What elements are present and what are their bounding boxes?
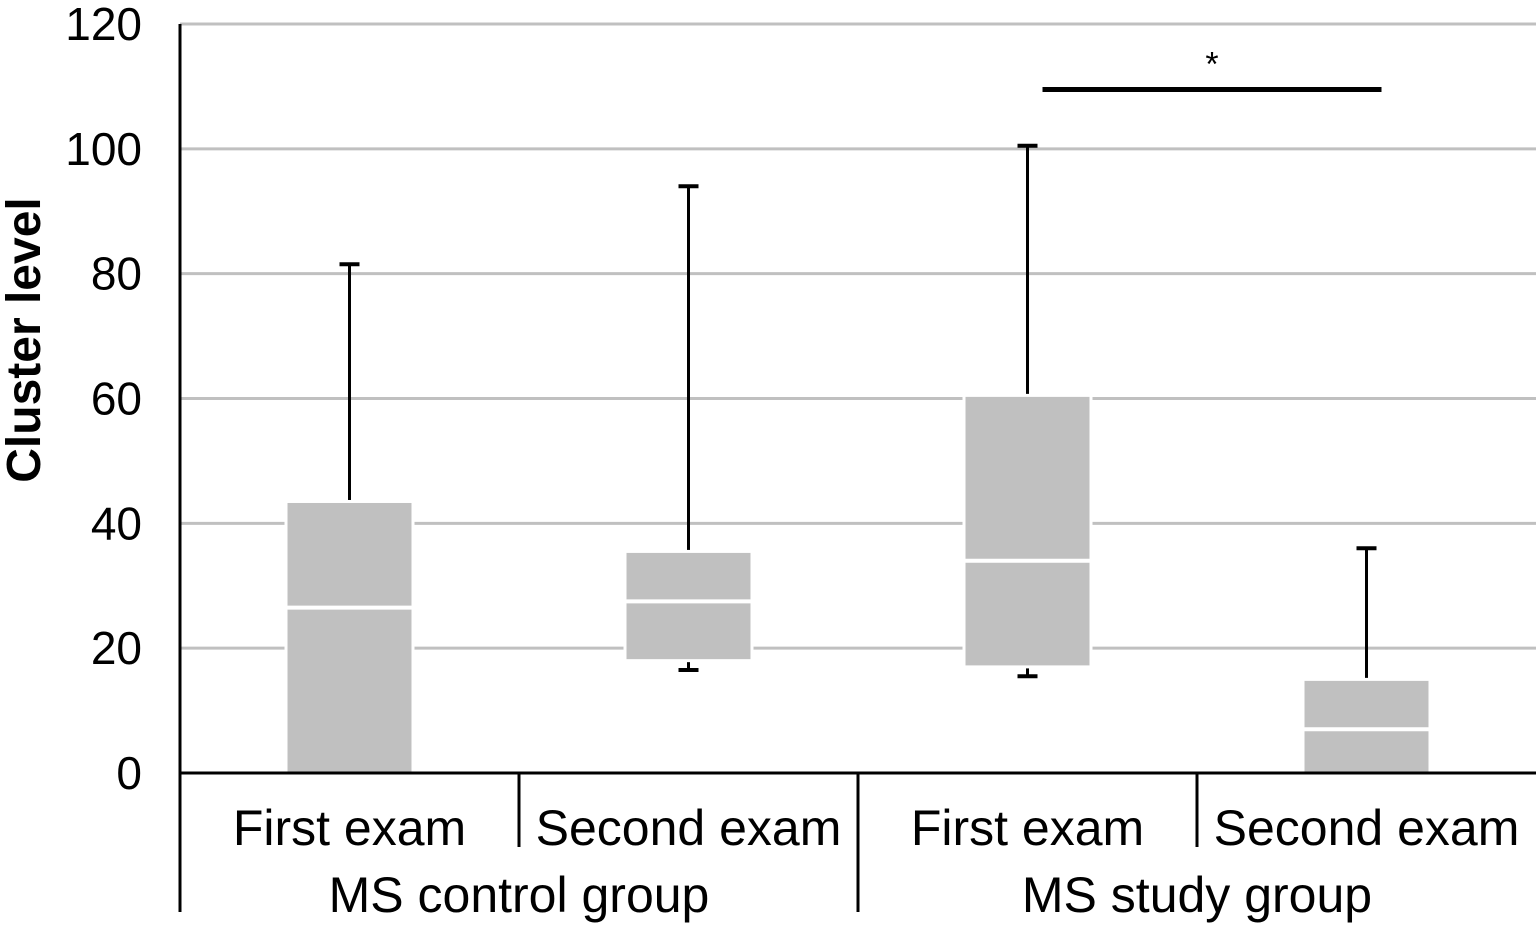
box-upper-half bbox=[625, 551, 752, 602]
significance-asterisk: * bbox=[1205, 46, 1218, 84]
y-axis-title: Cluster level bbox=[0, 197, 51, 482]
group-label: MS control group bbox=[329, 867, 710, 923]
boxes bbox=[284, 143, 1432, 775]
box-3 bbox=[962, 143, 1093, 679]
y-tick-label: 120 bbox=[65, 0, 142, 50]
category-labels: First exam Second exam First exam Second ex… bbox=[233, 800, 1520, 856]
y-tick-label: 80 bbox=[91, 248, 142, 300]
y-tick-label: 20 bbox=[91, 622, 142, 674]
y-tick-label: 60 bbox=[91, 373, 142, 425]
y-tick-label: 40 bbox=[91, 497, 142, 549]
box-lower-half bbox=[1303, 729, 1430, 773]
y-tick-label: 100 bbox=[65, 123, 142, 175]
box-1 bbox=[284, 262, 415, 775]
category-label: First exam bbox=[233, 800, 466, 856]
box-upper-half bbox=[964, 395, 1091, 561]
box-lower-half bbox=[286, 607, 413, 773]
box-4 bbox=[1301, 546, 1432, 775]
group-labels: MS control group MS study group bbox=[329, 867, 1372, 923]
y-tick-labels: 0 20 40 60 80 100 120 bbox=[65, 0, 142, 799]
box-2 bbox=[623, 184, 754, 673]
category-label: Second exam bbox=[1214, 800, 1520, 856]
box-outline bbox=[962, 393, 1093, 669]
group-label: MS study group bbox=[1022, 867, 1372, 923]
box-lower-half bbox=[625, 601, 752, 661]
axes bbox=[178, 24, 1536, 912]
box-outline bbox=[623, 549, 754, 663]
box-upper-half bbox=[1303, 679, 1430, 730]
box-upper-half bbox=[286, 501, 413, 608]
box-lower-half bbox=[964, 560, 1091, 667]
category-label: Second exam bbox=[536, 800, 842, 856]
significance-marker: * bbox=[1042, 46, 1382, 93]
category-label: First exam bbox=[911, 800, 1144, 856]
y-tick-label: 0 bbox=[116, 747, 142, 799]
